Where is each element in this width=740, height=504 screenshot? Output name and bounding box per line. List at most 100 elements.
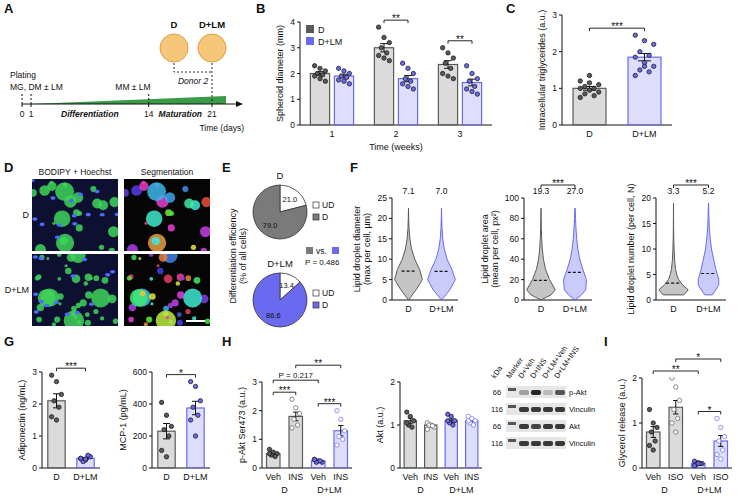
- droplet: [109, 248, 115, 251]
- data-point: [78, 456, 82, 460]
- plot-area: [395, 208, 456, 300]
- x-tick-label: 2: [393, 129, 398, 139]
- data-point: [191, 405, 195, 409]
- data-point: [403, 76, 407, 80]
- significance-label: ***: [552, 178, 564, 189]
- data-point: [677, 398, 681, 402]
- band: [555, 407, 565, 412]
- nucleus: [94, 190, 99, 194]
- data-point: [578, 95, 582, 99]
- spheroid: [160, 34, 188, 62]
- y-tick-label: 5: [646, 270, 651, 280]
- data-point: [169, 424, 173, 428]
- droplet: [47, 182, 56, 191]
- band: [543, 390, 553, 395]
- violin: [395, 208, 423, 300]
- plot-area: [404, 410, 478, 468]
- droplet: [191, 245, 196, 250]
- data-point: [196, 413, 200, 417]
- data-point: [57, 405, 61, 409]
- y-tick: [639, 378, 642, 379]
- data-point: [446, 74, 450, 78]
- bar: [573, 88, 606, 125]
- droplet: [168, 303, 173, 308]
- nucleus: [72, 222, 77, 226]
- droplet: [35, 276, 40, 281]
- droplet: [130, 289, 148, 307]
- data-point: [672, 407, 676, 411]
- axis-title-line: Lipid droplet number (per cell, N): [626, 183, 636, 314]
- data-point: [452, 419, 456, 423]
- data-point: [674, 430, 678, 434]
- y-tick-label: 3: [252, 377, 257, 387]
- data-point: [167, 434, 171, 438]
- plot-area: [267, 397, 348, 468]
- droplet: [164, 274, 173, 283]
- legend-swatch: [306, 37, 314, 45]
- data-point: [336, 78, 340, 82]
- data-point: [295, 423, 299, 427]
- droplet: [48, 291, 54, 297]
- y-tick-label: 2: [632, 373, 637, 383]
- significance-label: ***: [324, 397, 336, 408]
- data-point: [408, 79, 412, 83]
- y-tick: [521, 218, 524, 219]
- band: [531, 407, 541, 412]
- significance-label: ***: [611, 21, 623, 32]
- band: [519, 441, 529, 446]
- data-point: [336, 66, 340, 70]
- y-tick: [521, 259, 524, 260]
- legend-label: D: [318, 25, 325, 35]
- band: [531, 441, 541, 446]
- data-point: [448, 66, 452, 70]
- x-tick-label: INS: [333, 472, 348, 482]
- y-tick: [521, 279, 524, 280]
- annotation: P = 0.486: [305, 258, 340, 267]
- significance-label: **: [672, 364, 680, 375]
- x-tick-label: Veh: [402, 472, 418, 482]
- data-point: [339, 74, 343, 78]
- droplet: [149, 254, 153, 257]
- x-tick-label: D+LM: [563, 304, 587, 314]
- x-tick-label: Veh: [310, 472, 326, 482]
- droplet: [89, 276, 93, 280]
- data-point: [294, 406, 298, 410]
- data-point: [83, 457, 87, 461]
- band: [555, 424, 565, 429]
- x-tick-label: Veh: [443, 472, 459, 482]
- y-tick: [259, 410, 262, 411]
- droplet: [38, 289, 56, 307]
- bar: [438, 64, 457, 125]
- violin: [527, 208, 556, 300]
- data-point: [340, 437, 344, 441]
- nucleus: [110, 270, 115, 274]
- blot-row-label: Vinculin: [569, 405, 595, 414]
- y-tick: [639, 423, 642, 424]
- droplet: [108, 226, 118, 237]
- data-point: [647, 53, 651, 57]
- data-point: [312, 64, 316, 68]
- bar: [158, 431, 175, 468]
- nucleus: [38, 257, 43, 261]
- data-point: [292, 417, 296, 421]
- event-label: MG, DM ± LM: [10, 82, 63, 92]
- droplet: [65, 268, 72, 275]
- data-point: [653, 439, 657, 443]
- droplet: [159, 254, 168, 262]
- y-tick-label: 0: [552, 120, 557, 130]
- y-tick: [389, 238, 392, 239]
- y-tick-label: 200: [133, 431, 147, 441]
- y-tick-label: 400: [133, 399, 147, 409]
- data-point: [449, 414, 453, 418]
- droplet: [55, 182, 74, 201]
- y-tick: [521, 198, 524, 199]
- droplet: [93, 309, 98, 314]
- band: [519, 407, 529, 412]
- marker-band: [508, 439, 516, 442]
- marker-band: [508, 388, 516, 391]
- x-axis: [656, 300, 726, 301]
- droplet: [201, 197, 210, 207]
- legend-swatch: [313, 302, 319, 308]
- droplet: [102, 277, 109, 284]
- legend-swatch: [332, 247, 339, 254]
